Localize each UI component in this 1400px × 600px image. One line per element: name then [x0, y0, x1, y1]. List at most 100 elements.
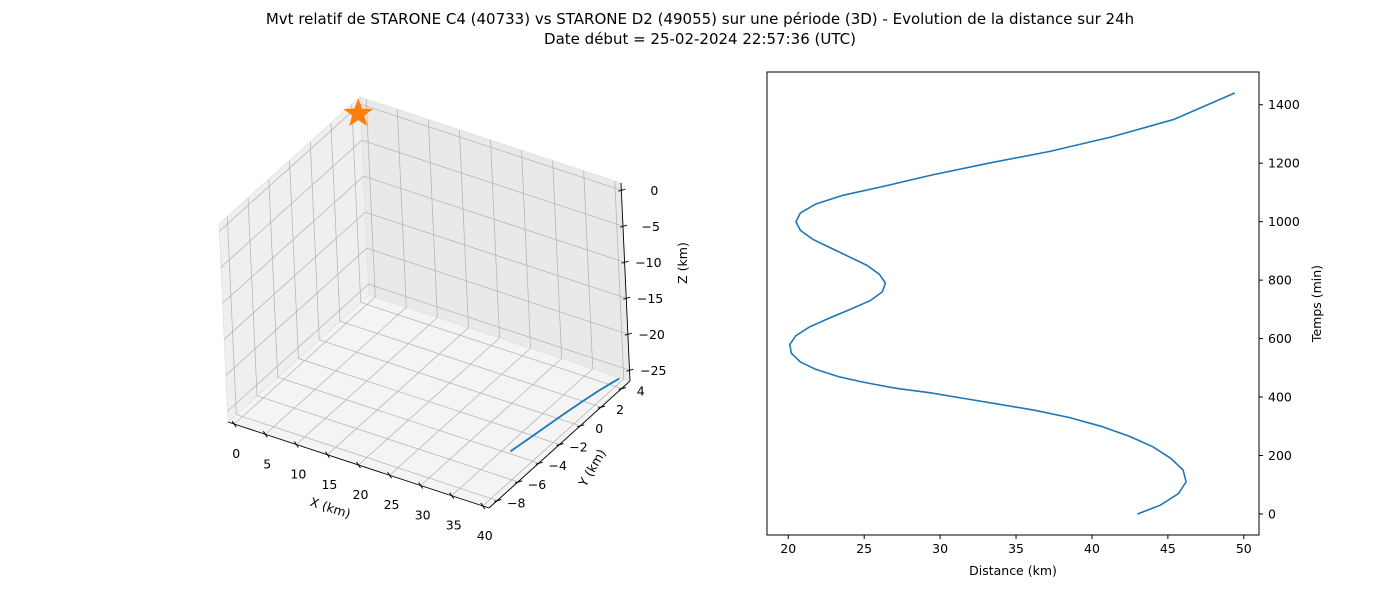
grid-line	[614, 180, 625, 379]
x-tick-mark	[325, 451, 330, 459]
x-tick-mark	[262, 431, 268, 438]
y-tick-label: −6	[528, 477, 546, 492]
y-tick-mark	[597, 405, 606, 409]
y-tick-label: 400	[1268, 390, 1292, 405]
y-tick-label: 4	[637, 383, 645, 398]
y-tick-label: 200	[1268, 448, 1292, 463]
y-tick-mark	[514, 480, 523, 484]
z-tick-label: −5	[642, 219, 660, 234]
x-tick-label: 35	[446, 518, 462, 533]
x-tick-mark	[387, 471, 392, 479]
z-tick-label: 0	[650, 183, 658, 198]
figure-title-line2: Date début = 25-02-2024 22:57:36 (UTC)	[544, 30, 856, 48]
z-axis-label: Z (km)	[675, 242, 690, 284]
grid-line	[256, 395, 519, 483]
x-tick-label: 40	[477, 528, 493, 543]
grid-line	[309, 141, 320, 340]
z-tick-label: −20	[638, 327, 664, 342]
grid-line	[368, 283, 630, 371]
grid-line	[360, 103, 622, 191]
x-tick-label: 25	[856, 541, 872, 556]
trajectory-line	[509, 377, 620, 453]
y-tick-label: −2	[569, 440, 587, 455]
y-tick-label: 1200	[1268, 156, 1300, 171]
grid-line	[227, 283, 369, 412]
z-tick-mark	[621, 260, 629, 264]
x-axis-label: Distance (km)	[969, 563, 1057, 578]
grid-line	[552, 160, 562, 359]
grid-line	[361, 139, 624, 227]
x-tick-mark	[418, 482, 424, 489]
x-axis-label: X (km)	[308, 494, 352, 521]
grid-line	[220, 139, 363, 268]
grid-line	[339, 320, 602, 408]
y-tick-label: 800	[1268, 273, 1292, 288]
grid-line	[360, 302, 622, 389]
axes-2d-distance-vs-time: 20 25 30 35 40 45 50 0 200 400 600 800 1000 1200 1400 D…	[766, 71, 1324, 578]
grid-line	[428, 119, 438, 318]
plot-frame	[766, 71, 1260, 536]
x-tick-label: 20	[780, 541, 796, 556]
z-tick-mark	[618, 188, 626, 192]
axes-3d-relative-motion: 0510152025303540−8−6−4−20240−5−10−15−20−…	[218, 96, 690, 543]
y-tick-label: −8	[507, 496, 525, 511]
x-tick-label: 40	[1084, 541, 1100, 556]
y-tick-label: 0	[595, 421, 603, 436]
figure-title-line1: Mvt relatif de STARONE C4 (40733) vs STA…	[265, 10, 1135, 28]
grid-line	[583, 170, 594, 369]
z-tick-mark	[619, 224, 628, 228]
z-axis-line	[620, 182, 631, 382]
x-tick-mark	[449, 492, 455, 499]
x-tick-label: 10	[290, 467, 306, 482]
x-tick-mark	[231, 420, 237, 428]
z-tick-label: −25	[640, 363, 666, 378]
x-tick-label: 0	[232, 446, 240, 461]
grid-line	[319, 339, 581, 427]
distance-series-line	[788, 92, 1236, 515]
y-tick-label: 1000	[1268, 214, 1300, 229]
grid-line	[219, 103, 361, 232]
x-tick-mark	[480, 502, 486, 510]
grid-line	[365, 211, 627, 299]
y-tick-mark	[556, 443, 564, 446]
z-tick-mark	[626, 368, 634, 372]
z-tick-mark	[623, 296, 631, 300]
grid-line	[225, 247, 368, 376]
x-tick-mark	[293, 441, 299, 448]
grid-line	[330, 123, 341, 322]
x-tick-mark	[356, 461, 361, 469]
z-tick-label: −10	[635, 255, 661, 270]
grid-line	[365, 99, 376, 298]
grid-line	[396, 109, 407, 308]
y-tick-mark	[494, 499, 502, 503]
y-tick-label: −4	[549, 458, 567, 473]
y-tick-label: 0	[1268, 506, 1276, 521]
x-tick-label: 15	[321, 477, 337, 492]
z-tick-label: −15	[637, 291, 663, 306]
grid-line	[236, 414, 498, 501]
grid-line	[247, 197, 258, 396]
grid-line	[366, 247, 628, 335]
grid-line	[268, 179, 279, 378]
grid-line	[363, 175, 625, 263]
x-tick-label: 20	[353, 487, 369, 502]
y-tick-label: 1400	[1268, 97, 1300, 112]
x-tick-label: 5	[263, 456, 271, 471]
y-tick-mark	[535, 461, 543, 465]
x-tick-label: 50	[1236, 541, 1252, 556]
grid-line	[222, 175, 364, 304]
z-tick-mark	[624, 332, 633, 336]
x-tick-label: 25	[384, 497, 400, 512]
grid-line	[521, 150, 531, 349]
grid-line	[351, 104, 362, 303]
y-tick-label: 2	[616, 402, 624, 417]
y-tick-label: 600	[1268, 331, 1292, 346]
grid-line	[490, 139, 500, 339]
x-tick-label: 30	[932, 541, 948, 556]
grid-line	[459, 129, 469, 328]
y-tick-mark	[577, 424, 585, 428]
x-tick-label: 45	[1160, 541, 1176, 556]
grid-line	[277, 376, 539, 464]
grid-line	[224, 211, 366, 340]
